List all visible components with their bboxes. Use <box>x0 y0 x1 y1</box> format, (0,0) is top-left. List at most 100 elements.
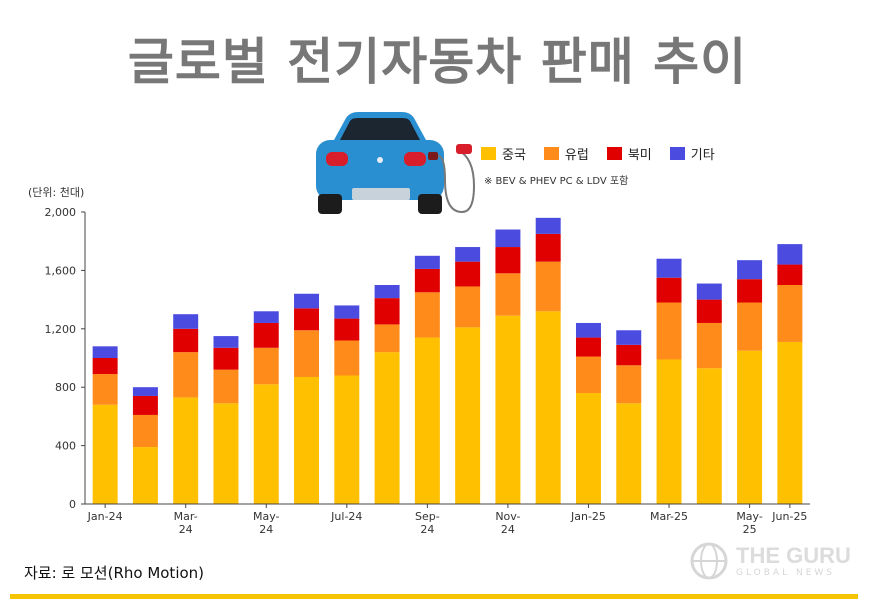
bar-segment-2-Mar-25 <box>656 277 682 303</box>
y-tick-label: 400 <box>55 440 76 453</box>
bar-segment-0-Jan-25 <box>575 393 601 504</box>
bar-segment-0-Mar-24 <box>173 397 199 504</box>
bar-segment-3-Apr-25 <box>696 283 722 300</box>
bar-segment-2-Jul-24 <box>334 318 360 341</box>
bar-segment-0-Jun-24 <box>294 376 320 504</box>
bar-segment-1-Sep-24 <box>414 292 440 338</box>
bar-segment-0-Nov-24 <box>495 315 521 504</box>
y-tick-label: 1,600 <box>45 264 77 277</box>
bar-segment-1-May-25 <box>737 302 763 351</box>
bar-segment-3-Jan-24 <box>92 346 118 358</box>
bar-segment-0-Apr-24 <box>213 403 239 504</box>
bar-segment-2-Sep-24 <box>414 268 440 293</box>
bar-segment-1-Apr-25 <box>696 322 722 369</box>
bar-segment-0-Jan-24 <box>92 404 118 504</box>
bar-segment-2-Jun-25 <box>777 264 803 285</box>
bar-segment-3-Feb-25 <box>616 330 642 345</box>
y-tick-label: 0 <box>69 498 76 511</box>
bar-segment-1-Feb-24 <box>132 414 158 448</box>
bar-segment-3-Feb-24 <box>132 387 158 396</box>
bar-segment-1-Jan-25 <box>575 356 601 394</box>
bar-segment-2-Oct-24 <box>455 261 481 287</box>
bar-segment-2-Feb-25 <box>616 344 642 366</box>
x-tick-label: Jan-25 <box>570 510 606 523</box>
bar-segment-1-Aug-24 <box>374 324 400 353</box>
bar-segment-1-Mar-25 <box>656 302 682 360</box>
bar-segment-2-Nov-24 <box>495 247 521 274</box>
bar-segment-1-Apr-24 <box>213 369 239 404</box>
x-tick-label: Jun-25 <box>771 510 807 523</box>
x-axis: Jan-24 Mar-24 May-24 Jul-24 Sep-24 Nov-24 Jan-… <box>85 503 810 536</box>
legend-note: ※ BEV & PHEV PC & LDV 포함 <box>484 176 629 187</box>
bar-segment-1-Jun-25 <box>777 285 803 342</box>
unit-label: (단위: 천대) <box>28 186 85 199</box>
bar-segment-3-Jul-24 <box>334 305 360 319</box>
legend-swatch-other <box>669 147 685 160</box>
bar-segment-0-Dec-24 <box>535 311 561 504</box>
bar-segment-0-May-24 <box>253 384 279 504</box>
bar-segment-2-Jan-24 <box>92 358 118 375</box>
bar-segment-2-Aug-24 <box>374 298 400 325</box>
x-tick-label: Jan-24 <box>87 510 123 523</box>
bar-segment-3-Mar-24 <box>173 314 199 329</box>
bar-segment-3-Nov-24 <box>495 229 521 248</box>
bar-segment-0-Mar-25 <box>656 359 682 504</box>
x-tick-label: May-24 <box>253 510 280 536</box>
x-tick-label: Jul-24 <box>330 510 362 523</box>
globe-logo-icon <box>690 542 728 580</box>
watermark-subtitle: GLOBAL NEWS <box>736 567 835 578</box>
source-note: 자료: 로 모션(Rho Motion) <box>24 564 205 582</box>
y-tick-label: 2,000 <box>45 206 77 219</box>
bar-segment-0-May-25 <box>737 350 763 504</box>
bar-segment-2-Apr-25 <box>696 299 722 323</box>
y-tick-label: 1,200 <box>45 323 77 336</box>
legend-label-north-america: 북미 <box>627 148 652 163</box>
bar-segment-3-Jan-25 <box>575 322 601 338</box>
bar-segment-2-Jan-25 <box>575 337 601 357</box>
bar-segment-1-Dec-24 <box>535 261 561 312</box>
bar-segment-0-Feb-25 <box>616 403 642 504</box>
bars-group <box>92 217 803 504</box>
legend-item-other: 기타 <box>669 144 715 163</box>
bar-segment-3-May-24 <box>253 311 279 323</box>
bar-segment-0-Sep-24 <box>414 337 440 504</box>
x-tick-label: Mar-25 <box>650 510 688 523</box>
bar-segment-3-Jun-25 <box>777 244 803 265</box>
legend-label-other: 기타 <box>690 148 715 163</box>
legend-item-europe: 유럽 <box>543 144 589 163</box>
bar-segment-3-Jun-24 <box>294 293 320 309</box>
x-tick-label: Sep-24 <box>415 510 440 536</box>
legend-label-europe: 유럽 <box>564 148 589 163</box>
bar-segment-1-Jul-24 <box>334 340 360 376</box>
bar-segment-0-Jun-25 <box>777 341 803 504</box>
bar-segment-3-Sep-24 <box>414 255 440 269</box>
legend-swatch-europe <box>543 147 559 160</box>
watermark-title: THE GURU <box>736 542 851 568</box>
bar-segment-0-Aug-24 <box>374 352 400 504</box>
legend-swatch-china <box>481 147 496 160</box>
x-tick-label: Nov-24 <box>495 510 520 536</box>
legend-item-china: 중국 <box>481 144 526 163</box>
legend-item-north-america: 북미 <box>606 144 652 163</box>
bar-segment-2-May-24 <box>253 322 279 348</box>
bar-segment-2-Feb-24 <box>132 395 158 415</box>
bar-segment-1-Oct-24 <box>455 286 481 328</box>
bar-segment-0-Feb-24 <box>132 447 158 504</box>
bar-segment-1-Jun-24 <box>294 330 320 377</box>
legend-swatch-north-america <box>606 147 622 160</box>
legend: 중국 유럽 북미 기타 <box>481 144 715 163</box>
page-title: 글로벌 전기자동차 판매 추이 <box>127 33 748 91</box>
ev-car-icon <box>316 112 476 214</box>
bar-segment-3-Oct-24 <box>455 247 481 262</box>
bar-segment-2-Dec-24 <box>535 233 561 262</box>
bar-segment-3-Dec-24 <box>535 217 561 234</box>
x-tick-label: May-25 <box>736 510 763 536</box>
bar-segment-1-Feb-25 <box>616 365 642 404</box>
bar-segment-2-May-25 <box>737 279 763 303</box>
bar-segment-3-May-25 <box>737 260 763 280</box>
bottom-rule <box>10 594 858 599</box>
bar-segment-1-May-24 <box>253 347 279 385</box>
bar-segment-2-Apr-24 <box>213 347 239 370</box>
x-tick-label: Mar-24 <box>174 510 198 536</box>
